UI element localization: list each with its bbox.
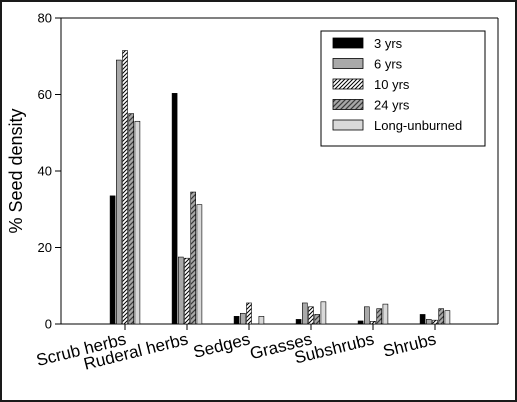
bar	[233, 316, 240, 325]
bar	[258, 316, 265, 325]
category-label: Sedges	[191, 329, 252, 361]
legend-swatch	[332, 78, 364, 90]
bar	[301, 302, 308, 325]
bar	[240, 312, 246, 325]
bar	[314, 314, 321, 325]
legend: 3 yrs 6 yrs 10 yrs 24 yrs Long-unburned	[320, 30, 486, 147]
y-tick-label: 20	[38, 240, 52, 255]
bar	[376, 308, 383, 325]
bar	[171, 93, 178, 325]
bar	[295, 319, 302, 325]
legend-label: 10 yrs	[374, 77, 410, 92]
category-label: Shrubs	[381, 329, 438, 360]
bar	[122, 50, 128, 325]
bar	[370, 321, 376, 325]
bar	[357, 320, 364, 325]
legend-swatch	[332, 99, 364, 110]
legend-label: Long-unburned	[374, 118, 462, 133]
bar	[320, 301, 327, 325]
bar	[184, 257, 190, 325]
x-ticks	[124, 324, 436, 330]
bar	[425, 319, 432, 325]
bar	[308, 306, 314, 325]
bar	[438, 308, 445, 325]
bar	[190, 191, 196, 325]
bar	[363, 306, 370, 325]
legend-label: 24 yrs	[374, 98, 410, 113]
bar	[246, 302, 252, 325]
y-ticks: 0 20 40 60 80	[38, 11, 61, 332]
legend-label: 6 yrs	[374, 57, 403, 72]
bar	[134, 120, 141, 325]
y-tick-label: 80	[38, 11, 52, 26]
bar	[382, 303, 389, 325]
bar	[128, 113, 134, 325]
bar	[178, 256, 184, 325]
bar	[444, 310, 451, 325]
legend-swatch	[332, 37, 364, 49]
bar	[196, 204, 203, 325]
legend-swatch	[332, 119, 364, 131]
legend-swatch	[332, 58, 364, 69]
bars	[109, 50, 451, 325]
bar	[432, 319, 438, 325]
y-axis-title: % Seed density	[6, 108, 26, 233]
bar	[109, 195, 116, 325]
y-tick-label: 40	[38, 164, 52, 179]
y-tick-label: 60	[38, 87, 52, 102]
y-tick-label: 0	[45, 317, 52, 332]
legend-label: 3 yrs	[374, 36, 403, 51]
bar	[116, 59, 122, 325]
bar	[419, 314, 426, 325]
